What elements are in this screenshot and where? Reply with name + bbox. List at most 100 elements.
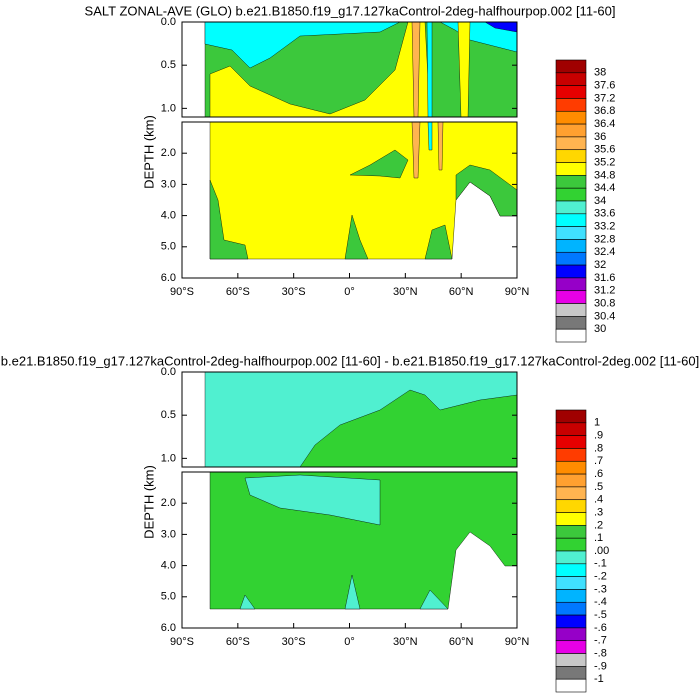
colorbar-label: -.5 — [594, 609, 607, 621]
colorbar-label: 1 — [594, 417, 600, 429]
colorbar-box — [555, 460, 587, 475]
y-tick-label: 1.0 — [161, 102, 176, 114]
x-tick-label: 90°S — [170, 636, 194, 648]
colorbar-box — [555, 601, 587, 616]
contour-region — [424, 224, 453, 260]
y-tick-label: 4.0 — [161, 560, 176, 572]
x-tick-label: 60°N — [449, 286, 474, 298]
contour-region — [426, 21, 433, 118]
colorbar-label: -.8 — [594, 647, 607, 659]
contour-region — [344, 574, 361, 610]
contour-region — [437, 121, 444, 171]
contour-region — [204, 21, 401, 69]
colorbar-label: 30.4 — [594, 310, 615, 322]
x-tick-label: 0° — [344, 636, 355, 648]
colorbar-label: 34.4 — [594, 182, 615, 194]
colorbar-label: -.7 — [594, 635, 607, 647]
colorbar-box — [555, 175, 587, 189]
x-tick-label: 90°N — [505, 286, 530, 298]
colorbar-box — [555, 162, 587, 176]
colorbar-box — [555, 409, 587, 424]
x-tick-label: 30°N — [393, 636, 418, 648]
colorbar-box — [555, 328, 587, 343]
colorbar-box — [555, 316, 587, 330]
y-tick-label: 5.0 — [161, 591, 176, 603]
y-tick-label: 5.0 — [161, 241, 176, 253]
y-tick-label: 0.0 — [161, 366, 176, 378]
contour-region — [244, 474, 381, 526]
colorbar-box — [555, 277, 587, 292]
colorbar-label: 34.8 — [594, 169, 615, 181]
colorbar-label: .7 — [594, 455, 603, 467]
colorbar-label: .9 — [594, 430, 603, 442]
y-tick-label: 0.5 — [161, 409, 176, 421]
colorbar-box — [555, 537, 587, 552]
colorbar-box — [555, 422, 587, 436]
colorbar-box — [555, 226, 587, 240]
y-tick-label: 2.0 — [161, 497, 176, 509]
x-tick-label: 60°N — [449, 636, 474, 648]
chart-title: b.e21.B1850.f19_g17.127kaControl-2deg-ha… — [1, 353, 699, 368]
contour-region — [209, 179, 249, 260]
contour-chart: b.e21.B1850.f19_g17.127kaControl-2deg-ha… — [1, 353, 699, 693]
contour-region — [419, 589, 449, 610]
colorbar-label: 36.8 — [594, 105, 615, 117]
colorbar-box — [555, 239, 587, 253]
plot-frame — [181, 21, 518, 118]
colorbar-box — [555, 123, 587, 138]
colorbar-label: .8 — [594, 442, 603, 454]
colorbar-box — [555, 512, 587, 526]
colorbar-box — [555, 525, 587, 539]
colorbar-label: 36 — [594, 131, 606, 143]
colorbar-box — [555, 589, 587, 603]
colorbar-label: -1 — [594, 673, 604, 685]
colorbar-box — [555, 85, 587, 99]
colorbar-label: 30 — [594, 323, 606, 335]
colorbar-box — [555, 136, 587, 151]
y-tick-label: 0.0 — [161, 16, 176, 28]
colorbar-box — [555, 473, 587, 488]
colorbar-label: 35.6 — [594, 144, 615, 156]
y-tick-label: 4.0 — [161, 210, 176, 222]
colorbar-label: 33.2 — [594, 221, 615, 233]
chart-title: SALT ZONAL-AVE (GLO) b.e21.B1850.f19_g17… — [85, 3, 616, 18]
colorbar-box — [555, 200, 587, 215]
colorbar-label: -.9 — [594, 660, 607, 672]
x-tick-label: 90°N — [505, 636, 530, 648]
colorbar-label: .00 — [594, 545, 609, 557]
x-tick-label: 60°S — [226, 286, 250, 298]
x-tick-label: 90°S — [170, 286, 194, 298]
y-tick-label: 3.0 — [161, 528, 176, 540]
colorbar-label: 32.4 — [594, 246, 615, 258]
y-tick-label: 3.0 — [161, 178, 176, 190]
colorbar-box — [555, 486, 587, 501]
y-axis-label: DEPTH (km) — [141, 115, 156, 189]
colorbar-label: .1 — [594, 532, 603, 544]
y-tick-label: 0.5 — [161, 59, 176, 71]
colorbar-label: .5 — [594, 481, 603, 493]
y-tick-label: 1.0 — [161, 452, 176, 464]
y-tick-label: 6.0 — [161, 622, 176, 634]
colorbar-label: .2 — [594, 519, 603, 531]
colorbar-label: -.3 — [594, 583, 607, 595]
colorbar-box — [555, 666, 587, 680]
colorbar-label: 37.6 — [594, 80, 615, 92]
colorbar-label: 33.6 — [594, 208, 615, 220]
x-tick-label: 30°S — [282, 286, 306, 298]
colorbar-label: 30.8 — [594, 297, 615, 309]
colorbar-label: 34 — [594, 195, 606, 207]
colorbar-label: 36.4 — [594, 118, 615, 130]
colorbar-label: 32 — [594, 259, 606, 271]
colorbar-box — [555, 435, 587, 449]
colorbar-box — [555, 213, 587, 227]
colorbar-label: 32.8 — [594, 233, 615, 245]
colorbar-label: 31.2 — [594, 285, 615, 297]
colorbar-label: -.2 — [594, 571, 607, 583]
plot-frame — [181, 371, 518, 468]
x-tick-label: 30°N — [393, 286, 418, 298]
contour-region — [209, 121, 518, 260]
colorbar-box — [555, 627, 587, 642]
colorbar-box — [555, 448, 587, 462]
colorbar-box — [555, 59, 587, 74]
